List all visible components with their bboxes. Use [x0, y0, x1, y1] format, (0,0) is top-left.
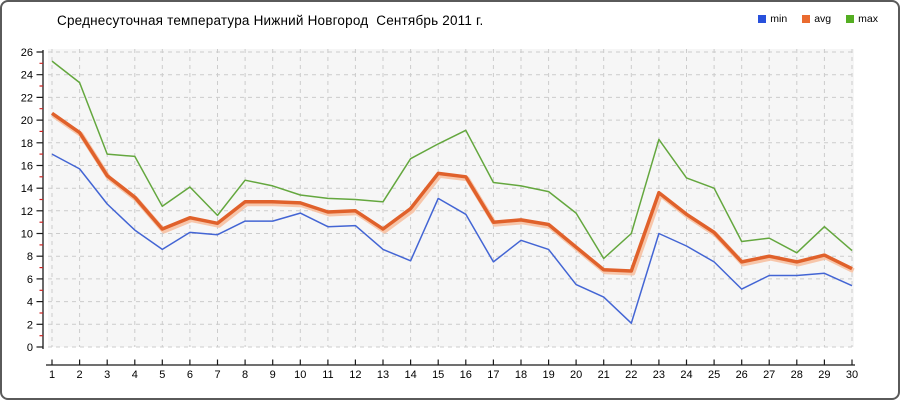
- x-tick-label: 4: [132, 369, 138, 381]
- x-tick-label: 17: [487, 369, 499, 381]
- y-tick-label: 20: [21, 115, 33, 127]
- x-tick-label: 20: [570, 369, 582, 381]
- legend-item-avg: avg: [802, 13, 831, 25]
- y-tick-label: 26: [21, 47, 33, 59]
- x-tick-label: 26: [736, 369, 748, 381]
- y-tick-label: 6: [27, 274, 33, 286]
- x-tick-label: 2: [77, 369, 83, 381]
- x-tick-label: 3: [104, 369, 110, 381]
- avg-line: [50, 111, 853, 273]
- legend-item-min: min: [758, 13, 787, 25]
- x-tick-label: 8: [242, 369, 248, 381]
- min-line: [51, 153, 853, 324]
- x-tick-label: 21: [598, 369, 610, 381]
- x-tick-label: 13: [377, 369, 389, 381]
- legend-label-min: min: [770, 13, 788, 25]
- y-tick-label: 16: [21, 161, 33, 173]
- x-tick-label: 18: [515, 369, 527, 381]
- min-series-swatch-icon: [758, 15, 767, 23]
- x-tick-label: 15: [432, 369, 444, 381]
- max-line: [51, 60, 853, 260]
- x-tick-label: 23: [653, 369, 665, 381]
- x-tick-label: 7: [214, 369, 220, 381]
- y-tick-label: 24: [21, 70, 33, 82]
- x-gridlines: [51, 49, 853, 347]
- legend-item-max: max: [846, 13, 878, 25]
- legend-label-max: max: [858, 13, 878, 25]
- x-tick-label: 16: [460, 369, 472, 381]
- y-tick-label: 18: [21, 138, 33, 150]
- x-tick-label: 12: [349, 369, 361, 381]
- x-tick-label: 10: [294, 369, 306, 381]
- x-tick-label: 29: [818, 369, 830, 381]
- y-tick-label: 12: [21, 206, 33, 218]
- avg-series-swatch-icon: [802, 15, 811, 23]
- y-gridlines: [48, 51, 854, 348]
- y-tick-label: 2: [27, 319, 33, 331]
- x-tick-label: 5: [159, 369, 165, 381]
- x-axis: 1 2 3 4 5 6 7 8 9 10 11 12 13 14 15 16 17 18 19 20 21 22 23 24 2…: [46, 359, 858, 381]
- x-tick-label: 11: [322, 369, 333, 381]
- x-tick-label: 24: [680, 369, 692, 381]
- legend-label-avg: avg: [814, 13, 832, 25]
- x-tick-label: 1: [49, 369, 55, 381]
- y-tick-label: 22: [21, 92, 33, 104]
- x-tick-label: 28: [791, 369, 803, 381]
- max-series-swatch-icon: [846, 15, 855, 23]
- x-tick-label: 6: [187, 369, 193, 381]
- x-tick-label: 14: [404, 369, 416, 381]
- y-tick-label: 0: [27, 342, 33, 354]
- y-tick-label: 14: [21, 183, 33, 195]
- x-tick-label: 22: [625, 369, 637, 381]
- y-tick-label: 4: [27, 297, 33, 309]
- x-tick-label: 25: [708, 369, 720, 381]
- y-tick-label: 10: [21, 229, 33, 241]
- plot-area: [48, 49, 854, 347]
- x-tick-label: 9: [270, 369, 276, 381]
- x-tick-label: 30: [846, 369, 858, 381]
- x-tick-label: 27: [763, 369, 775, 381]
- chart-title: Среднесуточная температура Нижний Новгор…: [57, 13, 484, 28]
- legend: min avg max: [758, 13, 878, 25]
- y-tick-label: 8: [27, 251, 33, 263]
- x-tick-label: 19: [542, 369, 554, 381]
